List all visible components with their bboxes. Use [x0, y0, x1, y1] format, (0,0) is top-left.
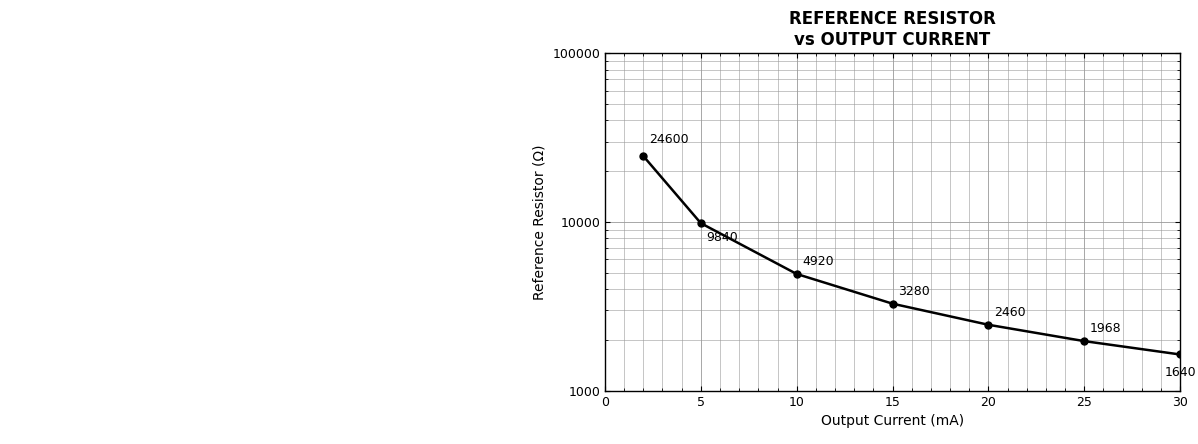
X-axis label: Output Current (mA): Output Current (mA) — [821, 414, 964, 428]
Text: 1640: 1640 — [1164, 366, 1197, 379]
Text: 9840: 9840 — [707, 231, 738, 244]
Y-axis label: Reference Resistor (Ω): Reference Resistor (Ω) — [533, 144, 546, 300]
Text: 4920: 4920 — [803, 255, 834, 268]
Title: REFERENCE RESISTOR
vs OUTPUT CURRENT: REFERENCE RESISTOR vs OUTPUT CURRENT — [789, 10, 996, 49]
Text: 1968: 1968 — [1090, 322, 1121, 336]
Text: 2460: 2460 — [994, 306, 1025, 319]
Text: 24600: 24600 — [649, 133, 689, 146]
Text: 3280: 3280 — [898, 285, 930, 298]
